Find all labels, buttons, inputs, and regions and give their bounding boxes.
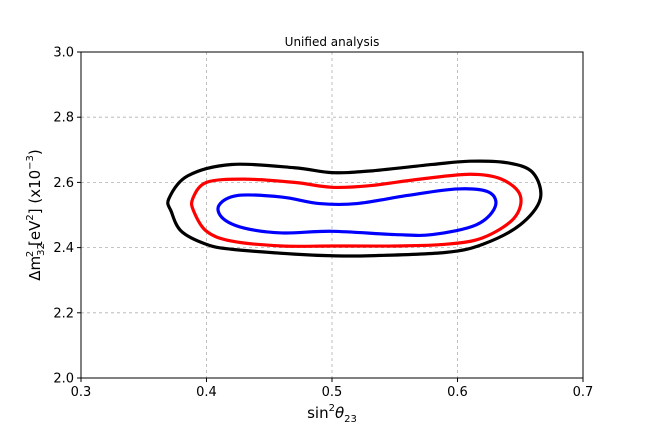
y-tick-label: 2.2: [53, 306, 74, 321]
x-tick-label: 0.4: [196, 385, 217, 400]
x-label-sup: 2: [329, 403, 335, 414]
y-label-mid2: ] (x10: [26, 170, 44, 214]
contour-line-2: [189, 172, 523, 248]
y-label-sub: 32: [36, 243, 47, 256]
x-label-base: sin: [307, 404, 329, 422]
x-label-symbol: θ: [335, 404, 344, 422]
y-label-sup3: −3: [25, 155, 36, 170]
x-tick-label: 0.7: [573, 385, 594, 400]
y-label-sup: 2: [25, 251, 36, 257]
x-label-sub: 23: [344, 414, 357, 425]
y-tick-label: 2.4: [53, 241, 74, 256]
contour-line-1: [166, 159, 543, 258]
contour-line-3: [216, 187, 498, 238]
y-label-end: ): [26, 149, 44, 155]
y-tick-label: 2.6: [53, 176, 74, 191]
series-layer: [166, 159, 543, 258]
x-tick-label: 0.5: [322, 385, 343, 400]
x-axis-label: sin2θ23: [307, 403, 357, 425]
y-label-sup2: 2: [25, 214, 36, 220]
y-tick-label: 2.8: [53, 111, 74, 126]
grid-layer: [80, 51, 584, 379]
y-axis-label: Δm322 [eV2] (x10−3): [25, 149, 47, 281]
x-tick-label: 0.3: [71, 385, 92, 400]
y-label-mid1: [eV: [26, 220, 44, 251]
chart-title: Unified analysis: [285, 35, 380, 49]
tick-layer: 0.3 0.4 0.5 0.6 0.7 2.0 2.2 2.4 2.6 2.8 3.0: [53, 46, 593, 401]
y-label-pre: Δm: [26, 256, 44, 281]
x-tick-label: 0.6: [447, 385, 468, 400]
y-tick-label: 2.0: [53, 372, 74, 387]
y-tick-label: 3.0: [53, 46, 74, 61]
